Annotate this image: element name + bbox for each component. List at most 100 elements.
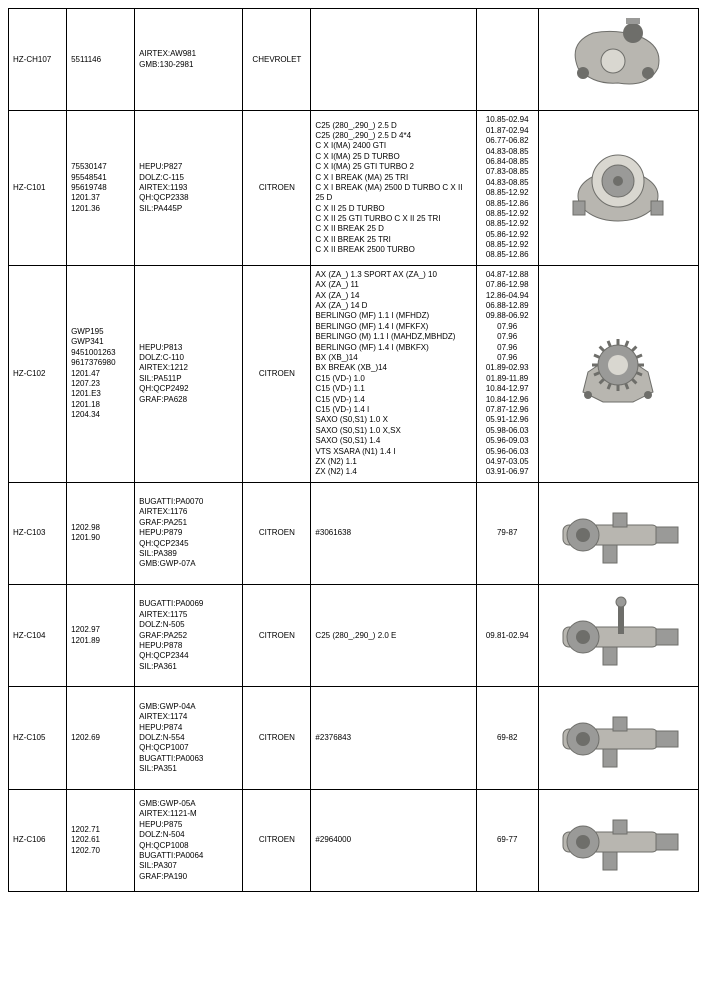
application-line: SAXO (S0,S1) 1.0 X	[315, 415, 471, 425]
date-line: 05.91-12.96	[481, 415, 534, 425]
date-line: 10.85-02.94	[481, 115, 534, 125]
cell-code: HZ-C101	[9, 111, 67, 265]
ref-line: 1202.71	[71, 825, 130, 835]
crossref-line: QH:QCP1007	[139, 743, 238, 753]
ref-line: 1201.E3	[71, 389, 130, 399]
crossref-line: HEPU:P827	[139, 162, 238, 172]
cell-manufacturer: CITROEN	[243, 482, 311, 584]
cell-refs: 1202.981201.90	[67, 482, 135, 584]
application-line: AX (ZA_) 14	[315, 291, 471, 301]
date-line: 09.81-02.94	[481, 631, 534, 641]
crossref-line: BUGATTI:PA0070	[139, 497, 238, 507]
crossref-line: GRAF:PA190	[139, 872, 238, 882]
crossref-line: GMB:130-2981	[139, 60, 238, 70]
application-line: BERLINGO (MF) 1.4 I (MBKFX)	[315, 343, 471, 353]
crossref-line: HEPU:P874	[139, 723, 238, 733]
ref-line: 1201.89	[71, 636, 130, 646]
application-line: C25 (280_,290_) 2.5 D 4*4	[315, 131, 471, 141]
date-line: 10.84-12.96	[481, 395, 534, 405]
crossref-line: QH:QCP2344	[139, 651, 238, 661]
part-image	[548, 589, 688, 679]
crossref-line: GMB:GWP-05A	[139, 799, 238, 809]
crossref-line: AIRTEX:1175	[139, 610, 238, 620]
cell-refs: 1202.711202.611202.70	[67, 789, 135, 891]
date-line: 08.85-12.86	[481, 199, 534, 209]
ref-line: GWP195	[71, 327, 130, 337]
date-line: 07.83-08.85	[481, 167, 534, 177]
ref-line: 75530147	[71, 162, 130, 172]
application-line: BX (XB_)14	[315, 353, 471, 363]
cell-crossrefs: HEPU:P827DOLZ:C-115AIRTEX:1193QH:QCP2338…	[135, 111, 243, 265]
ref-line: 95619748	[71, 183, 130, 193]
date-line: 04.87-12.88	[481, 270, 534, 280]
cell-manufacturer: CITROEN	[243, 585, 311, 687]
application-line: AX (ZA_) 1.3 SPORT AX (ZA_) 10	[315, 270, 471, 280]
cell-applications: #3061638	[311, 482, 476, 584]
crossref-line: DOLZ:C-115	[139, 173, 238, 183]
application-line: BERLINGO (MF) 1.1 I (MFHDZ)	[315, 311, 471, 321]
cell-refs: 5511146	[67, 9, 135, 111]
cell-code: HZ-C106	[9, 789, 67, 891]
crossref-line: AIRTEX:1121-M	[139, 809, 238, 819]
date-line: 07.96	[481, 353, 534, 363]
application-line: ZX (N2) 1.1	[315, 457, 471, 467]
date-line: 07.96	[481, 332, 534, 342]
application-line: C15 (VD-) 1.0	[315, 374, 471, 384]
cell-dates: 10.85-02.9401.87-02.9406.77-06.8204.83-0…	[476, 111, 538, 265]
cell-applications: AX (ZA_) 1.3 SPORT AX (ZA_) 10 AX (ZA_) 1…	[311, 265, 476, 482]
crossref-line: QH:QCP1008	[139, 841, 238, 851]
cell-code: HZ-C105	[9, 687, 67, 789]
ref-line: 9451001263	[71, 348, 130, 358]
date-line: 05.98-06.03	[481, 426, 534, 436]
application-line: BX BREAK (XB_)14	[315, 363, 471, 373]
date-line: 05.96-09.03	[481, 436, 534, 446]
crossref-line: QH:QCP2492	[139, 384, 238, 394]
ref-line: 1202.61	[71, 835, 130, 845]
table-row: HZ-C1041202.971201.89BUGATTI:PA0069AIRTE…	[9, 585, 699, 687]
date-line: 04.83-08.85	[481, 178, 534, 188]
date-line: 07.96	[481, 322, 534, 332]
ref-line: 1201.47	[71, 369, 130, 379]
crossref-line: SIL:PA445P	[139, 204, 238, 214]
application-line: BERLINGO (MF) 1.4 I (MFKFX)	[315, 322, 471, 332]
crossref-line: GRAF:PA628	[139, 395, 238, 405]
date-line: 06.84-08.85	[481, 157, 534, 167]
part-image	[548, 487, 688, 577]
application-line: SAXO (S0,S1) 1.4	[315, 436, 471, 446]
crossref-line: HEPU:P879	[139, 528, 238, 538]
application-line: C25 (280_,290_) 2.0 E	[315, 631, 471, 641]
cell-image	[538, 111, 698, 265]
crossref-line: AIRTEX:1212	[139, 363, 238, 373]
cell-code: HZ-C102	[9, 265, 67, 482]
cell-image	[538, 9, 698, 111]
cell-applications: #2964000	[311, 789, 476, 891]
cell-image	[538, 482, 698, 584]
cell-dates: 69-82	[476, 687, 538, 789]
part-image	[548, 327, 688, 417]
ref-line: GWP341	[71, 337, 130, 347]
application-line: BERLINGO (M) 1.1 I (MAHDZ,MBHDZ)	[315, 332, 471, 342]
cell-dates: 04.87-12.8807.86-12.9812.86-04.9406.88-1…	[476, 265, 538, 482]
application-line: #3061638	[315, 528, 471, 538]
crossref-line: HEPU:P878	[139, 641, 238, 651]
date-line: 05.96-06.03	[481, 447, 534, 457]
crossref-line: GRAF:PA252	[139, 631, 238, 641]
date-line: 03.91-06.97	[481, 467, 534, 477]
date-line: 01.89-02.93	[481, 363, 534, 373]
date-line: 04.97-03.05	[481, 457, 534, 467]
cell-dates: 79-87	[476, 482, 538, 584]
date-line: 69-82	[481, 733, 534, 743]
application-line: C25 (280_,290_) 2.5 D	[315, 121, 471, 131]
ref-line: 1202.70	[71, 846, 130, 856]
table-row: HZ-C102GWP195GWP341945100126396173769801…	[9, 265, 699, 482]
application-line: C X I BREAK (MA) 2500 D TURBO C X II 25 …	[315, 183, 471, 204]
date-line: 07.96	[481, 343, 534, 353]
cell-dates: 69-77	[476, 789, 538, 891]
date-line: 08.85-12.92	[481, 209, 534, 219]
application-line: C X II BREAK 25 D	[315, 224, 471, 234]
date-line: 06.77-06.82	[481, 136, 534, 146]
date-line: 07.87-12.96	[481, 405, 534, 415]
application-line: C X II BREAK 25 TRI	[315, 235, 471, 245]
application-line: C X II 25 GTI TURBO C X II 25 TRI	[315, 214, 471, 224]
crossref-line: SIL:PA511P	[139, 374, 238, 384]
